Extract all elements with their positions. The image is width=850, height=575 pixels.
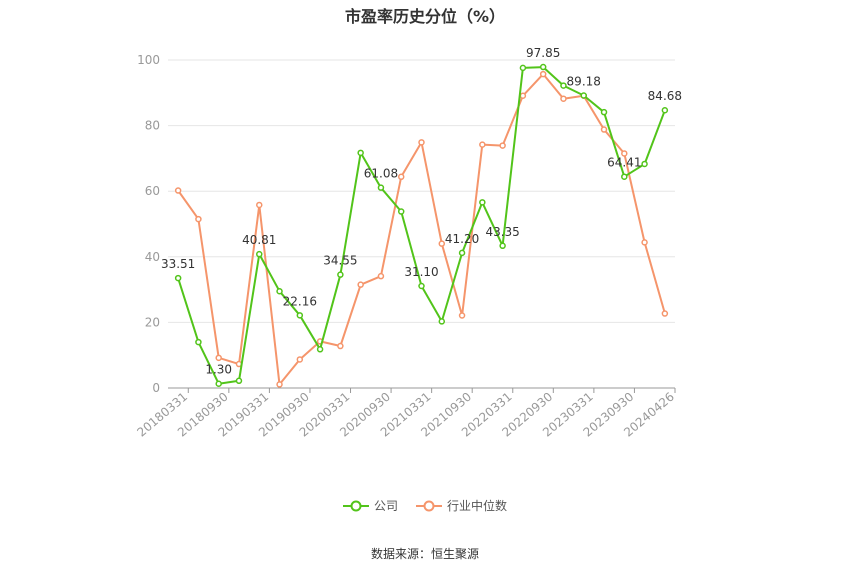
data-label: 22.16 — [283, 294, 317, 308]
data-point-company — [661, 106, 669, 114]
data-point-company — [458, 249, 466, 257]
data-point-industry — [377, 272, 385, 280]
data-label: 97.85 — [526, 46, 560, 60]
data-point-industry — [621, 150, 628, 157]
legend-item-industry[interactable]: 行业中位数 — [416, 497, 507, 514]
data-point-industry — [661, 310, 669, 317]
data-point-company — [337, 271, 344, 278]
y-tick-label: 0 — [152, 381, 160, 395]
y-tick-label: 60 — [145, 184, 160, 198]
data-point-industry — [519, 92, 527, 100]
data-point-company — [418, 282, 425, 290]
data-label: 84.68 — [648, 89, 682, 103]
data-label: 31.10 — [404, 265, 438, 279]
y-tick-label: 20 — [145, 315, 160, 329]
data-point-industry — [479, 141, 486, 148]
y-tick-label: 100 — [137, 53, 160, 67]
data-label: 89.18 — [567, 74, 601, 88]
data-point-industry — [499, 142, 506, 149]
data-point-company — [499, 242, 506, 250]
data-point-company — [438, 318, 446, 325]
data-point-industry — [195, 215, 202, 223]
data-source: 数据来源：恒生聚源 — [370, 547, 479, 561]
data-point-industry — [641, 239, 648, 246]
data-point-company — [377, 184, 385, 191]
data-point-industry — [276, 381, 283, 388]
legend-label-industry: 行业中位数 — [447, 499, 508, 513]
data-label: 40.81 — [242, 233, 276, 247]
data-point-company — [539, 63, 547, 71]
data-point-company — [276, 287, 283, 295]
data-point-company — [397, 208, 405, 215]
data-point-company — [235, 377, 243, 385]
data-point-company — [580, 92, 587, 99]
data-point-industry — [215, 354, 222, 362]
data-point-industry — [397, 173, 405, 181]
data-point-company — [641, 160, 648, 168]
data-point-industry — [438, 240, 446, 247]
data-point-industry — [296, 356, 304, 363]
data-point-industry — [560, 95, 567, 102]
y-tick-label: 80 — [145, 119, 160, 133]
legend: 公司 行业中位数 — [0, 497, 850, 514]
data-point-company — [296, 312, 304, 319]
series-line-industry — [177, 73, 666, 386]
y-tick-label: 40 — [145, 250, 160, 264]
data-point-industry — [539, 70, 547, 78]
data-label: 43.35 — [485, 225, 519, 239]
legend-company-marker-icon — [342, 500, 369, 511]
data-point-company — [316, 346, 324, 353]
data-point-company — [195, 338, 202, 346]
data-point-company — [479, 199, 486, 206]
chart-title: 市盈率历史分位（%） — [344, 7, 506, 26]
series-line-company — [177, 66, 666, 385]
data-point-industry — [418, 139, 425, 146]
data-point-company — [621, 173, 628, 180]
data-label: 34.55 — [323, 254, 357, 268]
data-point-company — [357, 149, 364, 157]
legend-industry-marker-icon — [416, 500, 442, 511]
data-point-company — [560, 82, 567, 89]
data-label: 64.41 — [607, 156, 641, 170]
data-label: 1.30 — [205, 363, 232, 377]
data-point-industry — [600, 126, 608, 133]
data-point-industry — [458, 312, 466, 319]
data-point-company — [256, 250, 263, 258]
data-point-industry — [174, 187, 182, 194]
data-label: 33.51 — [161, 257, 195, 271]
legend-item-company[interactable]: 公司 — [342, 497, 398, 514]
data-point-industry — [357, 281, 364, 288]
data-label: 61.08 — [364, 167, 398, 181]
data-point-company — [519, 64, 527, 72]
legend-label-company: 公司 — [373, 499, 398, 513]
data-label: 41.20 — [445, 232, 479, 246]
data-point-company — [215, 380, 222, 387]
data-point-industry — [256, 201, 263, 209]
data-point-company — [174, 274, 182, 282]
data-point-company — [600, 108, 608, 116]
data-point-industry — [337, 342, 344, 350]
